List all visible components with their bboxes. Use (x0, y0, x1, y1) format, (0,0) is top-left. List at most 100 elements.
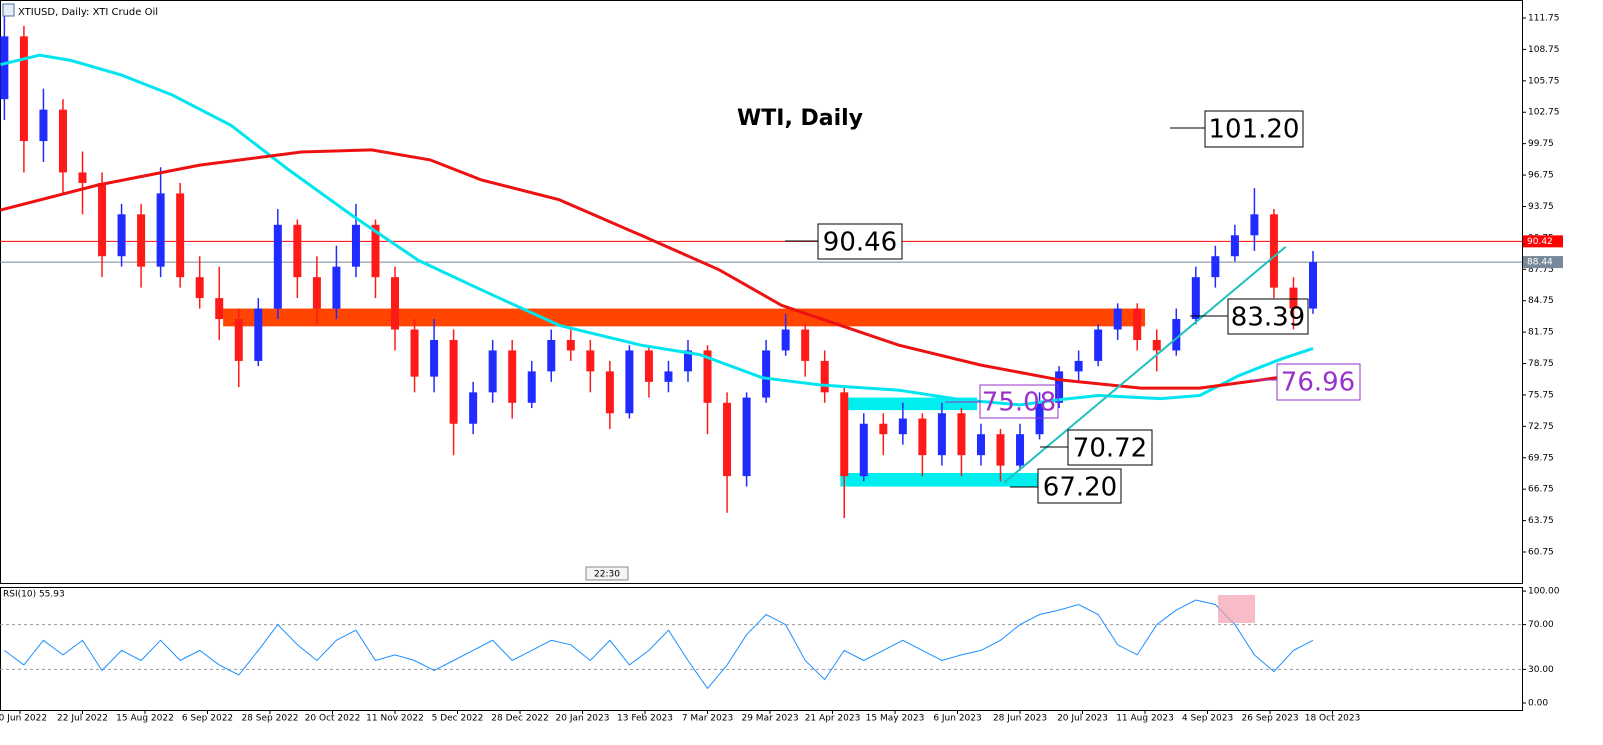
candle-body (0, 36, 9, 100)
candle-body (976, 434, 985, 456)
x-tick-label: 15 May 2023 (866, 714, 925, 724)
moving-average (0, 148, 1314, 390)
annotation-box (979, 384, 1059, 419)
candle-body (820, 360, 829, 393)
candle-body (391, 277, 400, 330)
y-tick-label: 84.75 (1528, 296, 1554, 306)
y-tick-label: 70.00 (1528, 620, 1554, 630)
y-tick-label: 66.75 (1528, 485, 1554, 495)
candle-body (1133, 308, 1142, 340)
candle-body (879, 423, 888, 435)
main-panel (0, 0, 1523, 584)
candle-body (1172, 319, 1181, 351)
annotation-box (1204, 110, 1304, 148)
level-tag (1523, 256, 1563, 269)
annotation: 67.20 (1043, 473, 1117, 503)
candle-body (410, 329, 419, 377)
zones (223, 308, 1146, 487)
y-tick-label: 93.75 (1528, 202, 1554, 212)
y-tick-label: 69.75 (1528, 453, 1554, 463)
annotation-box (1067, 429, 1153, 466)
candle-body (1269, 214, 1278, 288)
candle-body (508, 350, 517, 403)
annotation-box (817, 223, 903, 260)
candle-body (469, 392, 478, 424)
level-label: 90.42 (1527, 237, 1553, 247)
x-tick-label: 28 Sep 2022 (241, 714, 298, 724)
candle-body (1289, 287, 1298, 309)
candle-body (547, 339, 556, 372)
candle-body (254, 308, 263, 361)
y-tick-label: 0.00 (1528, 699, 1548, 709)
candle-body (1309, 262, 1318, 309)
candle-body (488, 350, 497, 393)
level-tag (1523, 235, 1563, 248)
y-tick-label: 30.00 (1528, 665, 1554, 675)
candle-body (19, 36, 28, 142)
candle-body (1152, 339, 1161, 351)
candle-body (117, 214, 126, 257)
candle-body (1074, 360, 1083, 372)
candle-body (723, 402, 732, 477)
rsi-panel (0, 587, 1523, 711)
x-tick-label: 20 Oct 2022 (305, 714, 361, 724)
candle-body (859, 423, 868, 477)
x-tick-label: 15 Aug 2022 (116, 714, 174, 724)
rsi-line (4, 599, 1314, 690)
candle-body (801, 329, 810, 361)
x-tick-label: 18 Oct 2023 (1305, 714, 1361, 724)
candle-body (312, 277, 321, 309)
candle-body (332, 266, 341, 309)
x-tick-label: 20 Jan 2023 (556, 714, 610, 724)
y-tick-label: 105.75 (1528, 76, 1560, 86)
candle-body (996, 434, 1005, 466)
candle-body (449, 339, 458, 424)
candle-body (234, 319, 243, 361)
candle-body (195, 277, 204, 299)
candle-body (176, 193, 185, 278)
candle-body (1113, 308, 1122, 330)
candle-body (39, 109, 48, 142)
symbol-icon (2, 3, 15, 17)
zone (840, 472, 1040, 487)
annotation: 83.39 (1231, 303, 1305, 333)
y-tick-label: 96.75 (1528, 171, 1554, 181)
candle-body (430, 339, 439, 377)
y-tick-label: 78.75 (1528, 359, 1554, 369)
x-tick-label: 22 Jul 2022 (57, 714, 108, 724)
zone (844, 397, 978, 411)
candle-body (1035, 402, 1044, 435)
time-marker-box (585, 566, 629, 581)
x-tick-label: 28 Dec 2022 (491, 714, 549, 724)
y-tick-label: 60.75 (1528, 548, 1554, 558)
candle-body (1055, 371, 1064, 403)
x-tick-label: 11 Nov 2022 (366, 714, 424, 724)
candle-body (293, 224, 302, 278)
y-tick-label: 99.75 (1528, 139, 1554, 149)
candle-body (1094, 329, 1103, 361)
annotation: 75.08 (982, 388, 1056, 418)
x-tick-label: 4 Sep 2023 (1182, 714, 1233, 724)
y-tick-label: 87.75 (1528, 265, 1554, 275)
y-tick-label: 75.75 (1528, 390, 1554, 400)
x-tick-label: 26 Sep 2023 (1242, 714, 1299, 724)
candle-body (1016, 434, 1025, 466)
annotation-box (1276, 363, 1361, 401)
candle-body (605, 371, 614, 414)
candle-body (566, 339, 575, 351)
candle-body (586, 350, 595, 372)
candle-body (762, 350, 771, 398)
y-tick-label: 111.75 (1528, 14, 1560, 24)
y-tick-label: 100.00 (1528, 587, 1560, 597)
candle-body (625, 350, 634, 414)
candle-body (840, 392, 849, 477)
level-label: 88.44 (1527, 258, 1553, 268)
candle-body (273, 224, 282, 309)
candle-body (781, 329, 790, 351)
candle-body (98, 182, 107, 257)
y-tick-label: 72.75 (1528, 422, 1554, 432)
x-tick-label: 6 Jun 2023 (933, 714, 981, 724)
candle-body (1230, 235, 1239, 257)
